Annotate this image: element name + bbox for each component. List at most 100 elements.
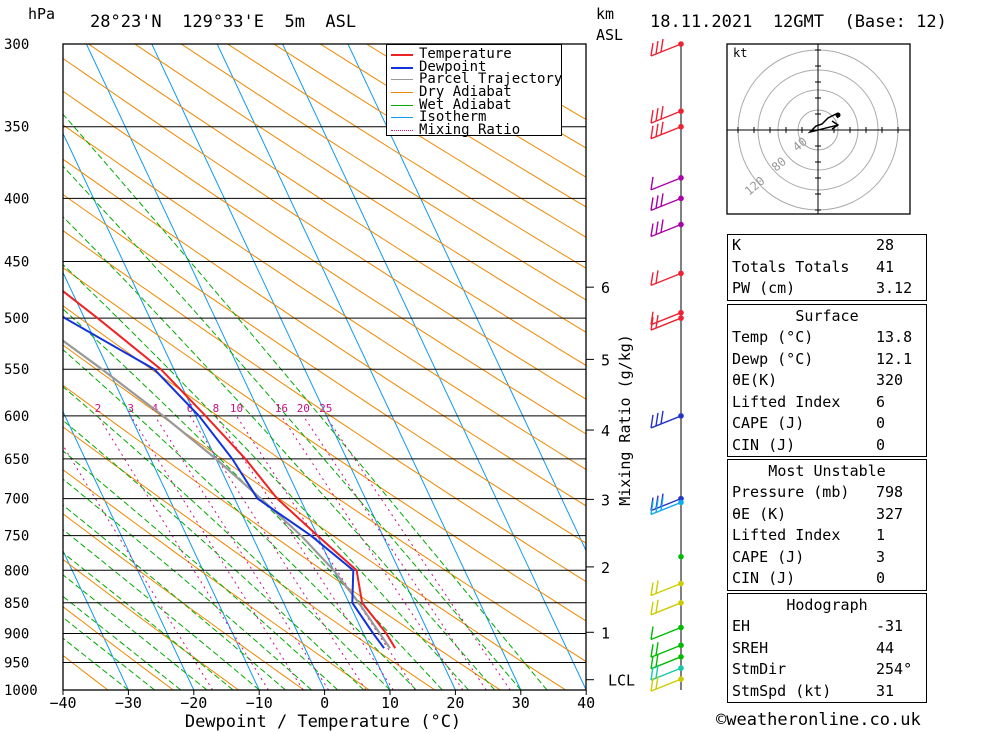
isotherm-line <box>347 44 586 552</box>
wind-barb-feather <box>655 676 659 690</box>
wind-barb-feather <box>650 272 654 286</box>
index-row: CAPE (J) 3 <box>728 547 928 569</box>
pressure-tick-label: 900 <box>4 626 29 642</box>
x-tick-label: −20 <box>180 694 207 712</box>
index-label: θE (K) <box>732 504 787 523</box>
height-tick-label: 4 <box>601 422 610 440</box>
wind-barb-feather <box>655 642 659 656</box>
mixing-ratio-label: 3 <box>127 402 134 415</box>
dry-adiabat-line <box>63 384 501 690</box>
mixing-ratio-line <box>130 415 304 690</box>
wind-barb <box>650 193 684 212</box>
wind-barb-shaft <box>650 272 682 286</box>
index-row: CAPE (J) 0 <box>728 413 928 435</box>
wind-barb-shaft <box>650 110 682 124</box>
legend-item: Parcel Trajectory <box>387 73 562 86</box>
index-label: Lifted Index <box>732 392 841 411</box>
index-value: 798 <box>876 483 904 502</box>
wind-barb-shaft <box>650 582 682 597</box>
wind-barb <box>650 624 684 641</box>
dry-adiabat-line <box>134 44 586 333</box>
wind-barb-shaft <box>650 223 682 238</box>
height-tick-label: 6 <box>601 279 610 297</box>
legend-swatch <box>391 92 413 94</box>
mixing-ratio-label: 25 <box>319 402 332 415</box>
index-label: CIN (J) <box>732 569 796 588</box>
legend-label: Mixing Ratio <box>419 122 521 139</box>
height-tick-label: LCL <box>608 672 635 690</box>
wind-barb-shaft <box>650 626 682 641</box>
wind-barb <box>650 580 684 597</box>
wind-barb-feather <box>655 412 659 427</box>
index-row: PW (cm) 3.12 <box>728 278 928 300</box>
dry-adiabat-line <box>63 513 305 690</box>
wind-barb-feather <box>650 223 654 237</box>
isotherm-line <box>63 410 195 690</box>
wind-barb-feather <box>655 599 659 613</box>
wind-barb <box>650 219 684 238</box>
x-tick-label: 30 <box>512 694 530 712</box>
wind-barb-shaft <box>650 197 682 212</box>
wind-barb-feather <box>650 601 654 615</box>
height-tick-label: 5 <box>601 351 610 369</box>
wind-barb-shaft <box>650 317 682 331</box>
mixing-ratio-label: 2 <box>95 402 102 415</box>
wind-barb-feather <box>650 414 654 429</box>
location-title: 28°23'N 129°33'E 5m ASL <box>90 12 357 32</box>
wind-barb <box>650 664 684 681</box>
isotherm-line <box>151 44 456 690</box>
mixing-ratio-line <box>325 415 511 690</box>
mixing-ratio-line <box>189 415 367 690</box>
wind-barb <box>650 497 684 516</box>
wind-barb-feather <box>650 42 654 57</box>
mixing-ratio-line <box>97 415 269 690</box>
index-label: Totals Totals <box>732 257 850 276</box>
wind-barb-feather <box>660 219 664 233</box>
wet-adiabat-line <box>63 552 234 690</box>
km-label: km <box>596 5 615 23</box>
mixing-ratio-label: 20 <box>297 402 310 415</box>
wind-barb-feather <box>655 108 659 122</box>
height-tick-label: 3 <box>601 491 610 509</box>
wind-barb-shaft <box>650 602 682 616</box>
dry-adiabat-line <box>63 90 586 435</box>
x-tick-label: −40 <box>49 694 76 712</box>
parcel-trajectory-line <box>63 339 391 649</box>
x-tick-label: −30 <box>115 694 142 712</box>
mixing-ratio-line <box>154 415 330 690</box>
wind-barb-shaft <box>650 667 682 681</box>
wind-barb <box>650 121 684 140</box>
wind-barb-feather <box>650 666 654 681</box>
pressure-tick-label: 300 <box>4 37 29 53</box>
mixing-ratio-label: 16 <box>275 402 288 415</box>
wind-barb-feather <box>650 582 654 596</box>
pressure-tick-label: 1000 <box>4 683 38 699</box>
x-axis-label: Dewpoint / Temperature (°C) <box>185 712 461 732</box>
legend-swatch <box>391 66 413 69</box>
x-tick-label: 40 <box>577 694 595 712</box>
mixing-ratio-line <box>280 415 464 690</box>
index-value: 320 <box>876 371 904 390</box>
mixing-ratio-label: 8 <box>213 402 220 415</box>
index-row: CIN (J) 0 <box>728 435 928 457</box>
wind-barb-feather <box>655 221 659 235</box>
isotherm-line <box>282 44 586 690</box>
index-label: SREH <box>732 638 769 657</box>
wind-barb <box>650 653 684 670</box>
copyright-text[interactable]: ©weatheronline.co.uk <box>716 710 921 730</box>
wind-barb-shaft <box>650 644 682 658</box>
legend-item: Dewpoint <box>387 60 561 74</box>
temperature-line <box>63 289 397 649</box>
mixing-ratio-line <box>236 415 416 690</box>
index-value: 28 <box>876 236 895 255</box>
wind-barb-feather <box>660 193 664 207</box>
isotherm-line <box>63 271 260 690</box>
wind-barb-feather <box>655 580 659 594</box>
wind-barb <box>650 309 684 326</box>
hodograph-table: EH -31 SREH 44 StmDir 254° StmSpd (kt) 31 <box>728 616 928 702</box>
mixing-ratio-line <box>63 444 214 690</box>
dry-adiabat-line <box>63 469 370 690</box>
wind-barb-feather <box>660 121 664 135</box>
